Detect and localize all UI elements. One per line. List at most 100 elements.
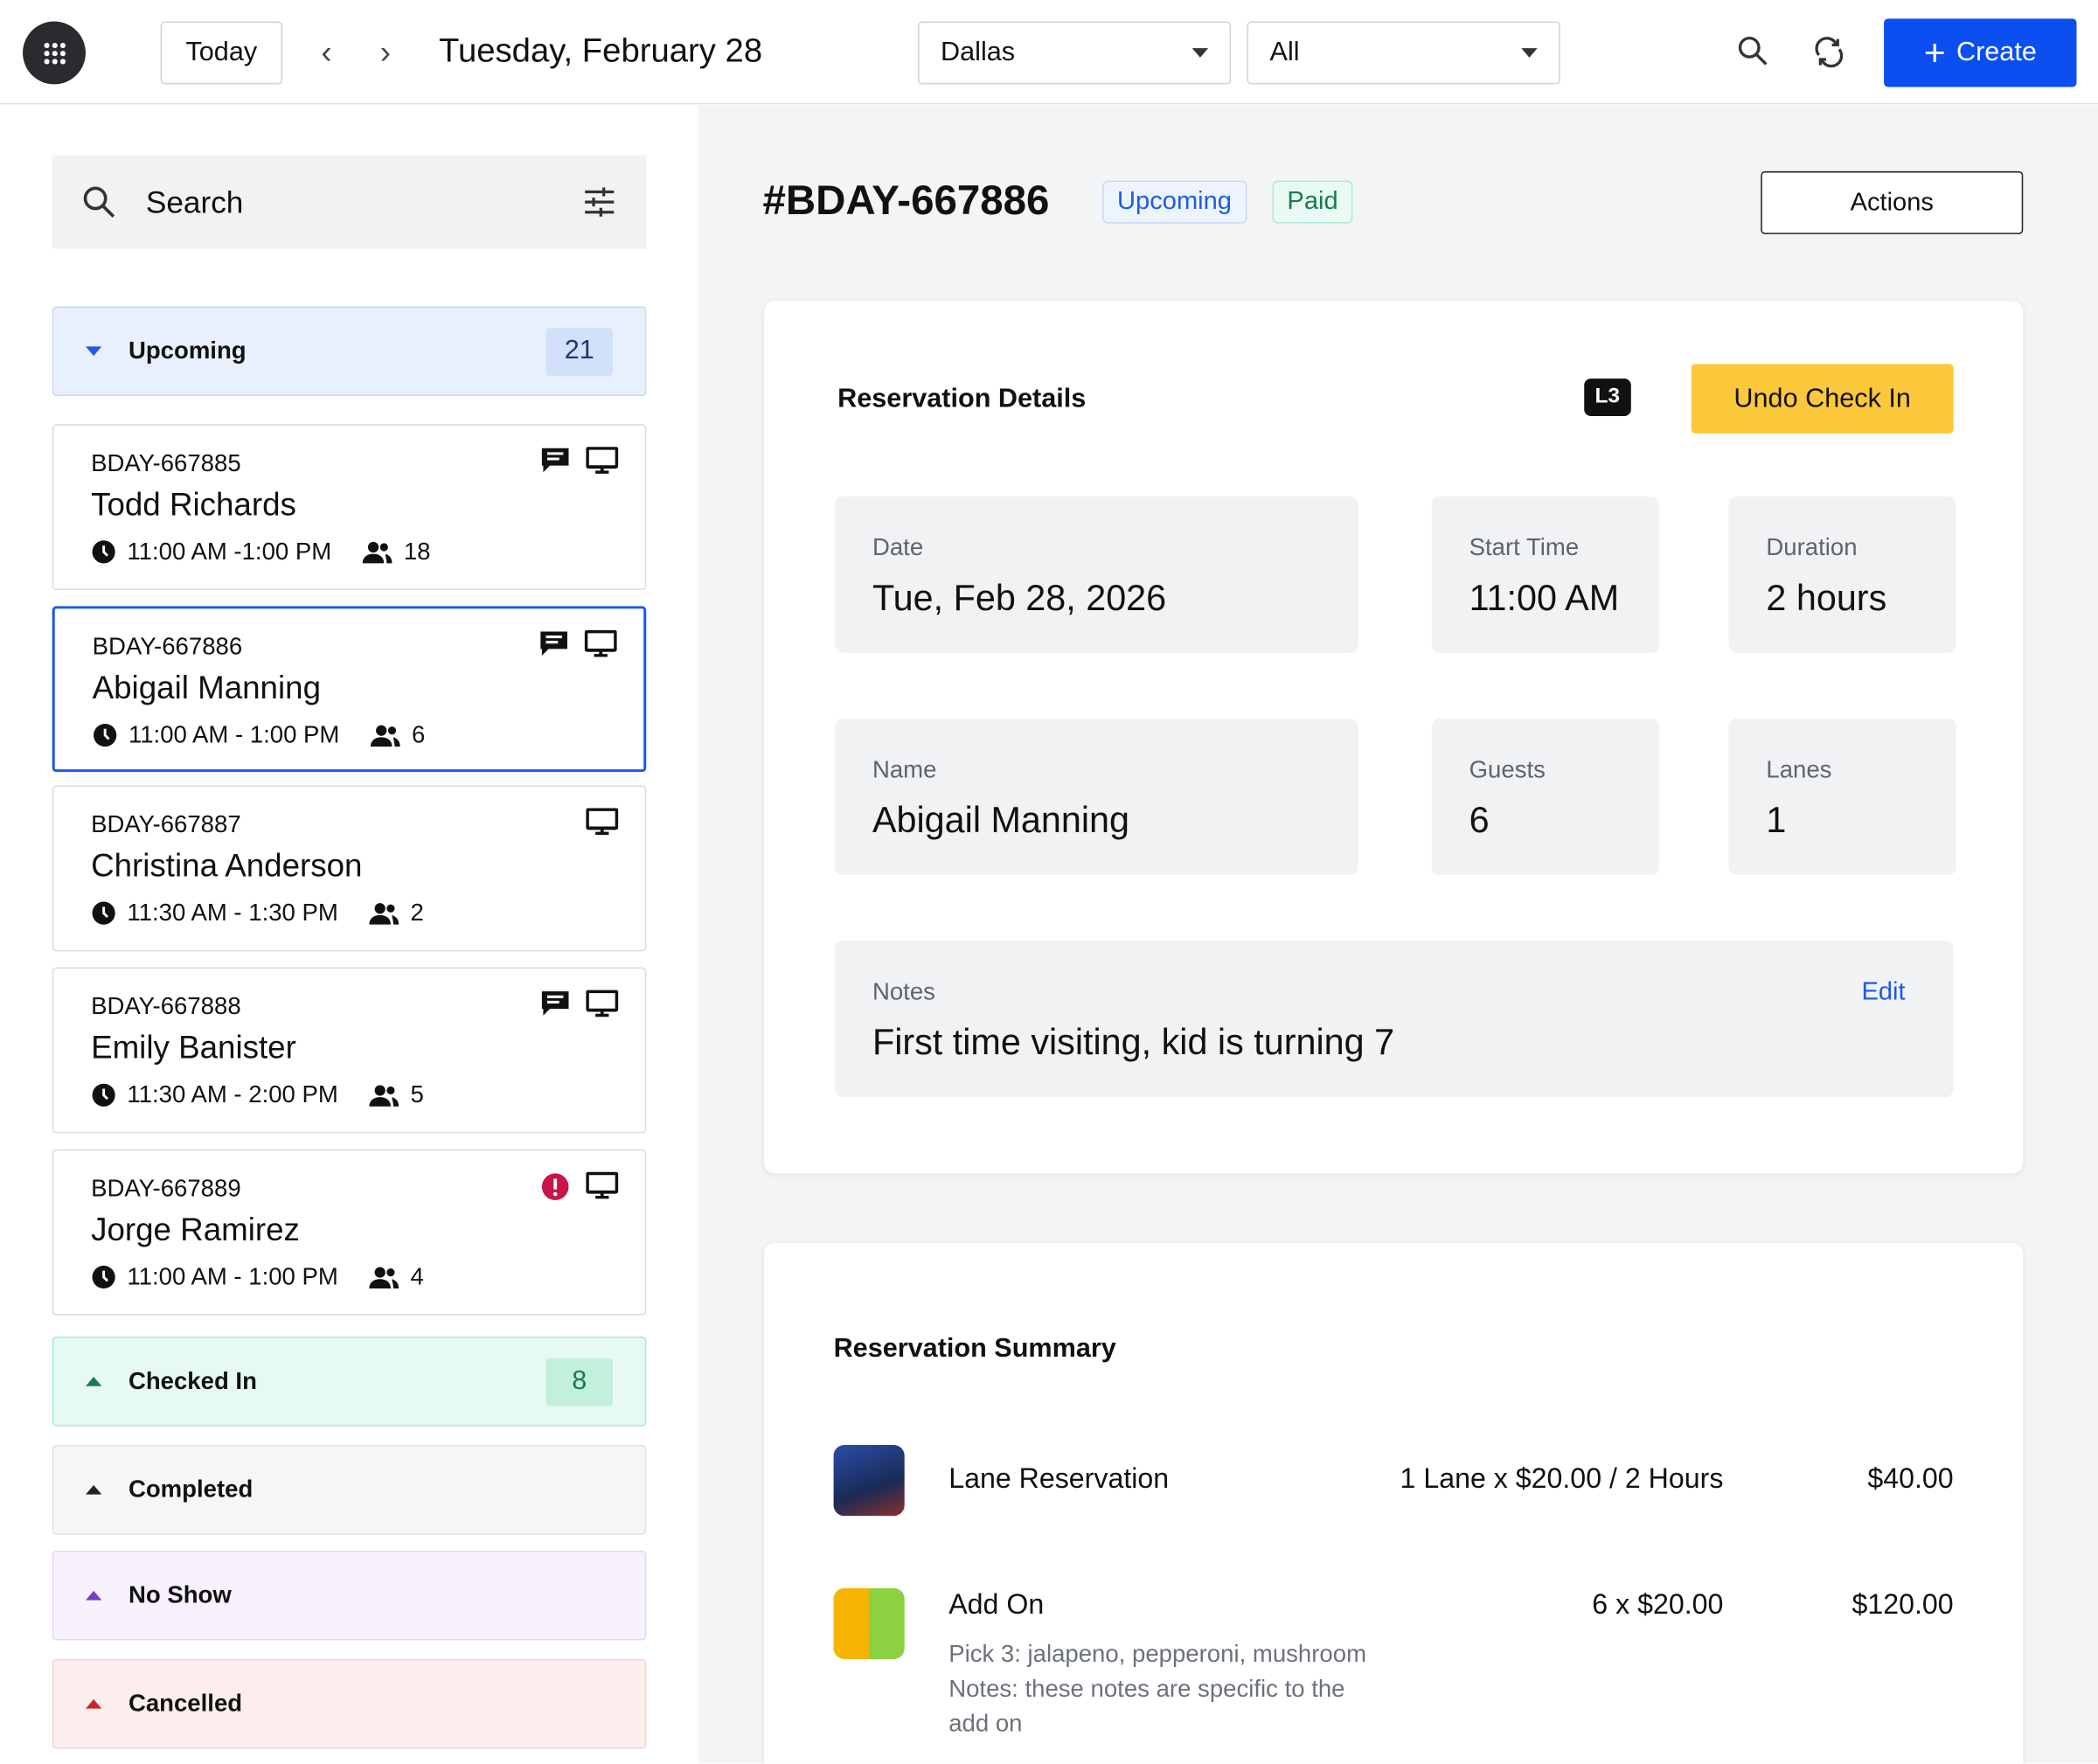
duration-tile: Duration 2 hours: [1728, 496, 1956, 653]
guest-count: 2: [410, 899, 424, 927]
time-range: 11:00 AM - 1:00 PM: [128, 720, 340, 748]
reservation-id: BDAY-667885: [91, 449, 241, 476]
lane-tag: L3: [1584, 378, 1631, 417]
card-icons: [586, 808, 619, 836]
reservation-id: BDAY-667886: [92, 632, 243, 660]
group-label: Checked In: [128, 1367, 257, 1394]
summary-title: Reservation Summary: [833, 1334, 1116, 1364]
create-label: Create: [1956, 37, 2037, 67]
notes-value: First time visiting, kid is turning 7: [872, 1022, 1395, 1063]
alert-icon: [541, 1173, 569, 1200]
reservation-details-panel: Reservation Details L3 Undo Check In Dat…: [763, 301, 2024, 1174]
monitor-icon: [584, 629, 617, 657]
reservation-card[interactable]: BDAY-667886 Abigail Manning 11:00 AM - 1…: [52, 606, 647, 773]
search-placeholder: Search: [145, 184, 244, 219]
prev-day-button[interactable]: ‹: [321, 34, 332, 72]
group-count: 21: [545, 327, 614, 376]
guest-count: 5: [410, 1080, 424, 1108]
caret-up-icon: [85, 1376, 102, 1386]
name-tile: Name Abigail Manning: [835, 718, 1358, 876]
group-completed[interactable]: Completed: [52, 1445, 647, 1535]
group-label: No Show: [128, 1581, 232, 1608]
date-label: Date: [872, 533, 924, 561]
lanes-value: 1: [1766, 800, 1787, 841]
card-icons: [540, 1171, 619, 1202]
guest-count: 4: [410, 1262, 424, 1290]
reservation-card[interactable]: BDAY-667887 Christina Anderson 11:30 AM …: [52, 785, 647, 952]
start-time-value: 11:00 AM: [1469, 578, 1620, 619]
reservation-meta: 11:00 AM - 1:00 PM 6: [93, 721, 426, 749]
filter-value: All: [1269, 37, 1300, 67]
today-button[interactable]: Today: [160, 21, 282, 85]
guest-name: Abigail Manning: [92, 670, 322, 707]
add-on-image: [833, 1587, 905, 1659]
reservation-meta: 11:30 AM - 2:00 PM 5: [91, 1081, 424, 1109]
undo-check-in-button[interactable]: Undo Check In: [1691, 364, 1954, 434]
name-label: Name: [872, 755, 937, 783]
time-range: 11:30 AM - 2:00 PM: [127, 1080, 338, 1108]
reservation-id: BDAY-667887: [91, 810, 241, 838]
clock-icon: [92, 540, 115, 564]
search-icon[interactable]: [1737, 35, 1769, 67]
message-icon: [540, 631, 567, 656]
start-time-label: Start Time: [1469, 533, 1580, 561]
monitor-icon: [586, 1171, 619, 1199]
guest-count: 18: [403, 538, 431, 565]
clock-icon: [92, 1265, 115, 1289]
search-input[interactable]: Search: [52, 155, 647, 249]
reservation-card[interactable]: BDAY-667889 Jorge Ramirez 11:00 AM - 1:0…: [52, 1149, 647, 1316]
date-value: Tue, Feb 28, 2026: [872, 578, 1167, 619]
guest-name: Emily Banister: [91, 1030, 296, 1066]
reservation-card[interactable]: BDAY-667888 Emily Banister 11:30 AM - 2:…: [52, 967, 647, 1134]
item-total: $120.00: [1851, 1589, 1954, 1621]
group-label: Upcoming: [128, 337, 247, 365]
duration-label: Duration: [1766, 533, 1858, 561]
location-value: Dallas: [941, 37, 1016, 67]
group-cancelled[interactable]: Cancelled: [52, 1658, 647, 1749]
plus-icon: +: [1923, 31, 1946, 73]
item-name: Add On: [948, 1589, 1045, 1621]
monitor-icon: [586, 990, 619, 1017]
reservation-meta: 11:30 AM - 1:30 PM 2: [91, 899, 424, 927]
next-day-button[interactable]: ›: [379, 34, 391, 72]
group-upcoming[interactable]: Upcoming 21: [52, 306, 647, 397]
refresh-icon[interactable]: [1811, 35, 1846, 70]
guest-name: Jorge Ramirez: [91, 1212, 300, 1249]
guests-tile: Guests 6: [1431, 718, 1659, 876]
edit-notes-link[interactable]: Edit: [1861, 977, 1906, 1007]
location-select[interactable]: Dallas: [917, 21, 1232, 85]
caret-down-icon: [85, 346, 102, 357]
search-icon: [83, 186, 115, 218]
item-detail-line: Pick 3: jalapeno, pepperoni, mushroom: [948, 1640, 1367, 1668]
section-title: Reservation Details: [837, 384, 1087, 413]
caret-up-icon: [85, 1484, 102, 1495]
item-detail-line: Notes: these notes are specific to the: [948, 1675, 1345, 1702]
name-value: Abigail Manning: [872, 800, 1130, 841]
lane-reservation-image: [833, 1445, 905, 1517]
filter-select[interactable]: All: [1247, 21, 1560, 85]
actions-button[interactable]: Actions: [1761, 170, 2024, 234]
create-button[interactable]: + Create: [1884, 18, 2077, 87]
guests-icon: [369, 1266, 399, 1288]
apps-menu-button[interactable]: [23, 21, 86, 85]
reservation-meta: 11:00 AM -1:00 PM 18: [91, 538, 431, 566]
reservation-card[interactable]: BDAY-667885 Todd Richards 11:00 AM -1:00…: [52, 424, 647, 590]
group-no-show[interactable]: No Show: [52, 1550, 647, 1641]
card-icons: [540, 990, 619, 1017]
filter-sliders-icon[interactable]: [582, 184, 617, 219]
reservation-meta: 11:00 AM - 1:00 PM 4: [91, 1263, 424, 1291]
start-time-tile: Start Time 11:00 AM: [1431, 496, 1659, 653]
item-quantity: 1 Lane x $20.00 / 2 Hours: [1400, 1463, 1724, 1495]
guest-count: 6: [412, 720, 426, 748]
reservation-title: #BDAY-667886: [762, 177, 1050, 224]
clock-icon: [94, 723, 117, 747]
reservation-summary-panel: Reservation Summary Lane Reservation 1 L…: [763, 1242, 2024, 1764]
group-checked-in[interactable]: Checked In 8: [52, 1337, 647, 1427]
clock-icon: [92, 901, 115, 925]
guests-icon: [362, 541, 393, 563]
caret-up-icon: [85, 1698, 102, 1709]
message-icon: [541, 991, 569, 1016]
item-quantity: 6 x $20.00: [1592, 1589, 1724, 1621]
monitor-icon: [586, 808, 619, 836]
group-label: Cancelled: [128, 1690, 243, 1717]
